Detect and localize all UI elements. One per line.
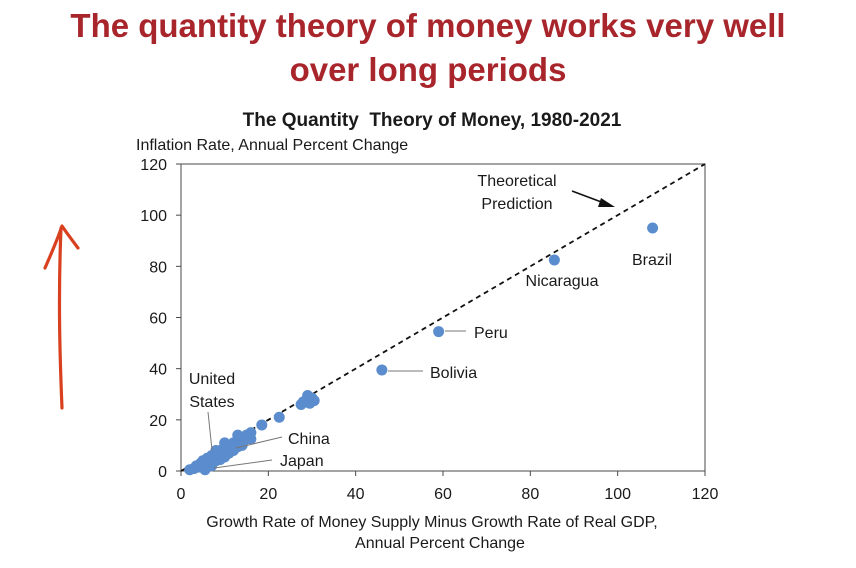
chart-title: The Quantity Theory of Money, 1980-2021 [243, 110, 622, 131]
x-tick-label: 100 [604, 486, 631, 503]
x-tick-label: 20 [259, 486, 277, 503]
y-tick-label: 20 [149, 413, 167, 430]
point-label-bolivia: Bolivia [430, 365, 477, 382]
data-point-labeled [203, 456, 215, 468]
x-axis-label-line-2: Annual Percent Change [355, 535, 525, 552]
data-point-labeled [376, 364, 388, 376]
point-label-china: China [288, 431, 330, 448]
point-label-nicaragua: Nicaragua [526, 273, 599, 290]
point-label-united-states-line-1: United [189, 371, 235, 388]
theoretical-prediction-arrow-line [571, 190, 605, 204]
x-axis-label-line-1: Growth Rate of Money Supply Minus Growth… [206, 514, 657, 531]
x-tick-label: 60 [434, 486, 452, 503]
data-point [232, 429, 244, 441]
point-label-peru: Peru [474, 325, 508, 342]
point-label-japan: Japan [280, 453, 324, 470]
theoretical-prediction-line [180, 163, 706, 472]
y-tick-label: 120 [140, 157, 167, 174]
x-tick-label: 120 [692, 486, 719, 503]
data-point-labeled [548, 254, 560, 266]
data-point [210, 445, 222, 457]
hand-drawn-up-arrow-icon [43, 224, 80, 410]
data-point [245, 427, 257, 439]
theoretical-prediction-label-line-2: Prediction [481, 196, 552, 213]
data-point-labeled [433, 326, 445, 338]
data-point [273, 411, 285, 423]
data-point [256, 419, 268, 431]
x-tick-label: 0 [177, 486, 186, 503]
data-point [214, 453, 226, 465]
y-tick-label: 40 [149, 362, 167, 379]
slide-title-line-2: over long periods [289, 51, 567, 88]
theoretical-prediction-label-line-1: Theoretical [477, 173, 556, 190]
leader-line [207, 411, 213, 451]
y-axis-label: Inflation Rate, Annual Percent Change [136, 137, 408, 154]
leader-line [235, 436, 283, 449]
slide-title-line-1: The quantity theory of money works very … [70, 7, 786, 44]
slide-title: The quantity theory of money works very … [0, 4, 856, 92]
data-point-labeled [647, 222, 659, 234]
point-label-united-states-line-2: States [189, 394, 234, 411]
theoretical-prediction-arrowhead [598, 198, 615, 207]
data-point [297, 396, 309, 408]
leader-line [213, 459, 273, 469]
y-tick-label: 100 [140, 208, 167, 225]
y-tick-label: 80 [149, 259, 167, 276]
x-tick-label: 40 [347, 486, 365, 503]
data-point-labeled [230, 441, 242, 453]
y-tick-label: 0 [158, 464, 167, 481]
point-label-brazil: Brazil [632, 252, 672, 269]
data-point [219, 437, 231, 449]
x-tick-label: 80 [521, 486, 539, 503]
y-tick-label: 60 [149, 311, 167, 328]
